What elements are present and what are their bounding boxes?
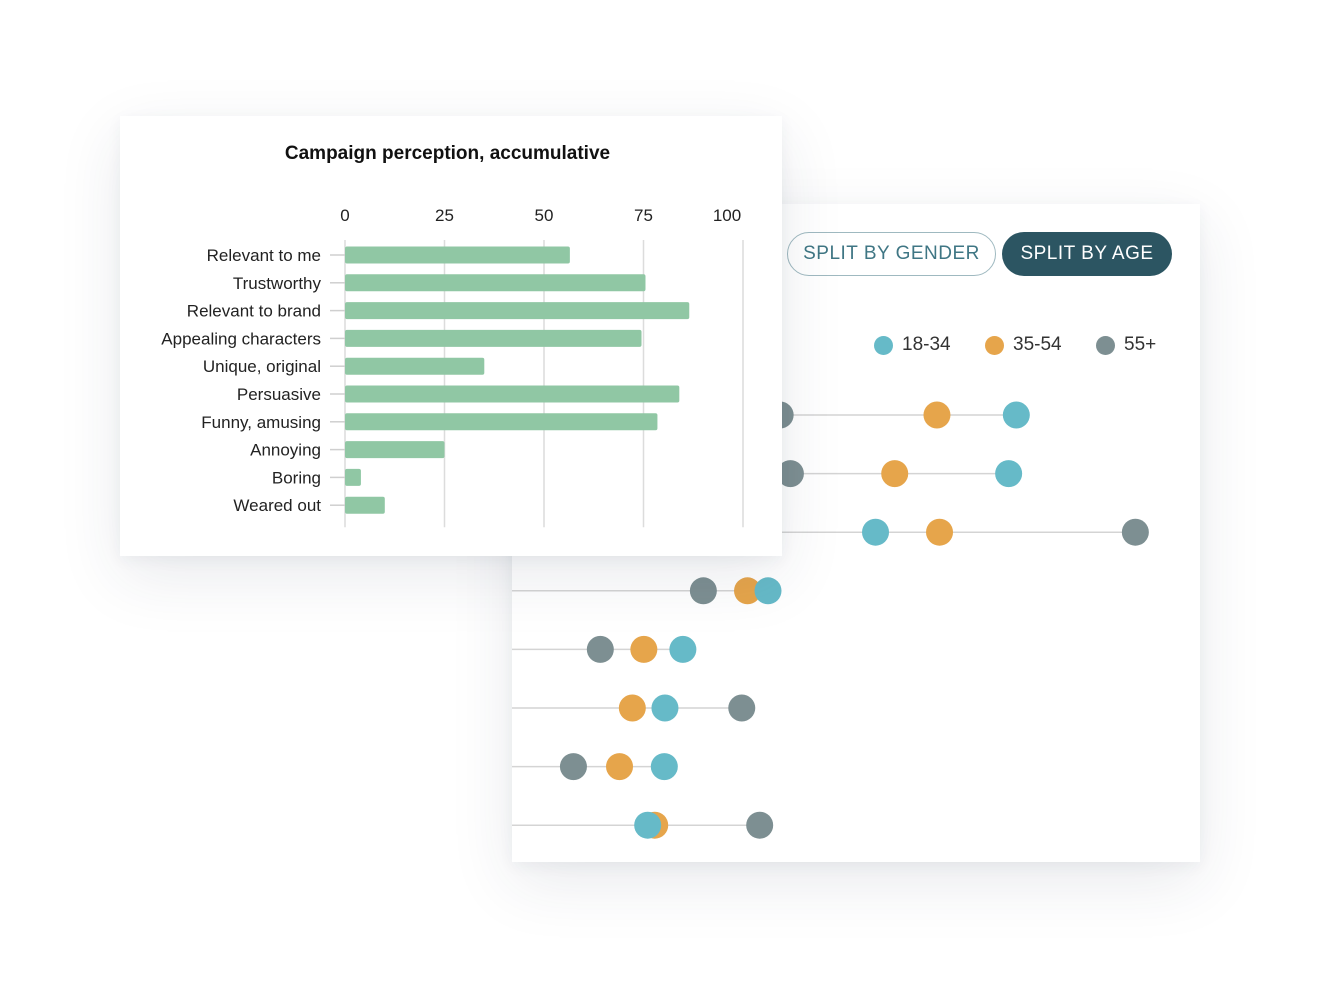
x-tick-label: 0 [340, 206, 349, 225]
category-label: Annoying [250, 441, 321, 460]
bar [345, 496, 385, 514]
x-tick-label: 100 [713, 206, 741, 225]
data-point-18-34 [650, 753, 678, 781]
x-tick-label: 50 [535, 206, 554, 225]
data-point-55+ [1121, 518, 1149, 546]
data-point-55+ [746, 811, 774, 839]
category-label: Boring [272, 468, 321, 487]
data-point-35-54 [606, 753, 634, 781]
data-point-35-54 [618, 694, 646, 722]
category-label: Weared out [233, 496, 321, 515]
x-tick-label: 25 [435, 206, 454, 225]
category-label: Funny, amusing [201, 413, 321, 432]
legend-dot-55-plus [1096, 335, 1115, 355]
data-point-18-34 [1002, 401, 1030, 429]
legend-label-18-34: 18-34 [902, 334, 951, 355]
bar [345, 468, 361, 486]
bar [345, 329, 642, 347]
split-by-gender-button[interactable]: SPLIT BY GENDER [787, 232, 996, 276]
bar [345, 246, 570, 264]
data-point-55+ [586, 635, 614, 663]
bar [345, 413, 658, 431]
legend-dot-18-34 [874, 335, 893, 355]
category-label: Trustworthy [233, 274, 322, 293]
data-point-18-34 [862, 518, 890, 546]
category-label: Appealing characters [161, 329, 321, 348]
data-point-35-54 [734, 577, 762, 605]
data-point-35-54 [923, 401, 951, 429]
x-tick-label: 75 [634, 206, 653, 225]
data-point-18-34 [651, 694, 679, 722]
bar-chart: 0 25 50 75 100 Relevant to me Trustworthy Relev… [161, 206, 744, 528]
legend-label-35-54: 35-54 [1013, 334, 1062, 355]
category-label: Relevant to me [207, 246, 321, 265]
bar [345, 357, 485, 375]
data-point-55+ [559, 753, 587, 781]
chart-title: Campaign perception, accumulative [284, 143, 611, 164]
legend-item-55-plus: 55+ [1096, 334, 1156, 356]
bar [345, 274, 646, 292]
bar [345, 385, 680, 403]
legend-item-18-34: 18-34 [874, 334, 951, 356]
legend-label-55-plus: 55+ [1124, 334, 1157, 355]
category-label: Unique, original [203, 357, 321, 376]
category-label: Persuasive [237, 385, 321, 404]
split-by-age-button[interactable]: SPLIT BY AGE [1002, 232, 1172, 276]
data-point-55+ [728, 694, 756, 722]
data-point-35-54 [926, 518, 954, 546]
data-point-18-34 [669, 635, 697, 663]
data-point-55+ [689, 577, 717, 605]
data-point-35-54 [881, 460, 909, 488]
category-label: Relevant to brand [187, 302, 321, 321]
bar [345, 441, 445, 459]
data-point-18-34 [634, 811, 662, 839]
bar [345, 302, 690, 320]
data-point-18-34 [754, 577, 782, 605]
data-point-55+ [776, 460, 804, 488]
data-point-18-34 [995, 460, 1023, 488]
legend-item-35-54: 35-54 [985, 334, 1062, 356]
legend-dot-35-54 [985, 335, 1004, 355]
campaign-perception-card: Campaign perception, accumulative 0 25 50 7… [120, 116, 782, 556]
data-point-35-54 [630, 635, 658, 663]
